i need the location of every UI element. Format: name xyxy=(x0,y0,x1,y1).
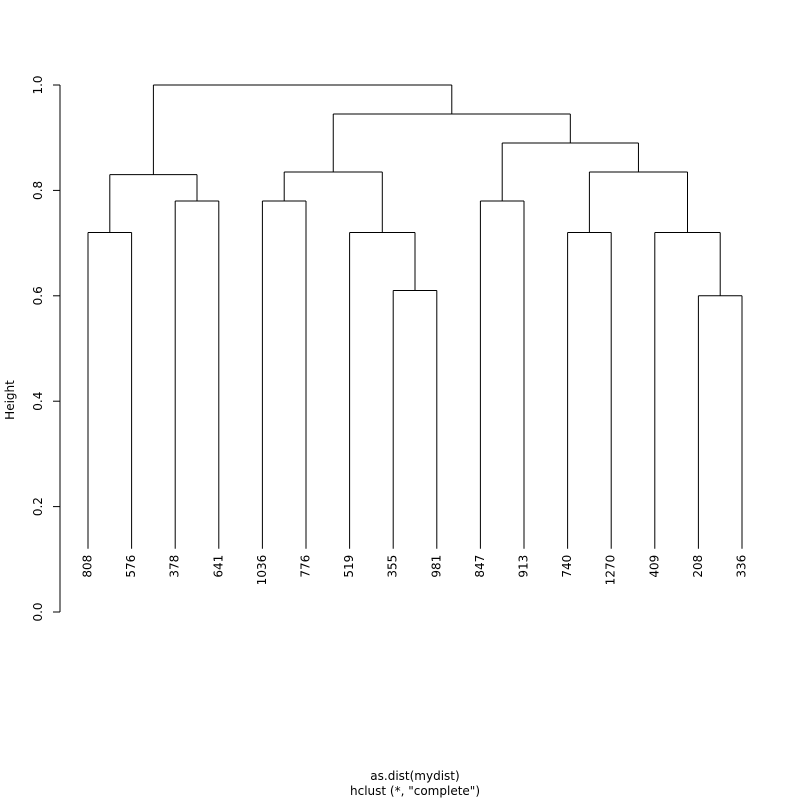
y-tick-label: 1.0 xyxy=(31,75,45,94)
leaf-label: 378 xyxy=(168,555,182,578)
leaf-label: 913 xyxy=(517,555,531,578)
leaf-label: 808 xyxy=(81,555,95,578)
leaf-label: 740 xyxy=(560,555,574,578)
y-axis-label: Height xyxy=(3,380,17,420)
leaf-label: 776 xyxy=(299,555,313,578)
leaf-label: 519 xyxy=(342,555,356,578)
x-axis-label: as.dist(mydist) xyxy=(370,769,459,783)
y-tick-label: 0.4 xyxy=(31,392,45,411)
leaf-label: 641 xyxy=(211,555,225,578)
leaf-label: 355 xyxy=(386,555,400,578)
leaf-label: 336 xyxy=(735,555,749,578)
leaf-label: 208 xyxy=(691,555,705,578)
leaf-label: 576 xyxy=(124,555,138,578)
y-tick-label: 0.2 xyxy=(31,497,45,516)
y-tick-label: 0.6 xyxy=(31,286,45,305)
leaf-label: 847 xyxy=(473,555,487,578)
leaf-label: 1036 xyxy=(255,555,269,586)
leaf-label: 409 xyxy=(647,555,661,578)
leaf-label: 1270 xyxy=(604,555,618,586)
y-tick-label: 0.8 xyxy=(31,181,45,200)
y-tick-label: 0.0 xyxy=(31,602,45,621)
leaf-label: 981 xyxy=(429,555,443,578)
subtitle: hclust (*, "complete") xyxy=(350,784,480,798)
